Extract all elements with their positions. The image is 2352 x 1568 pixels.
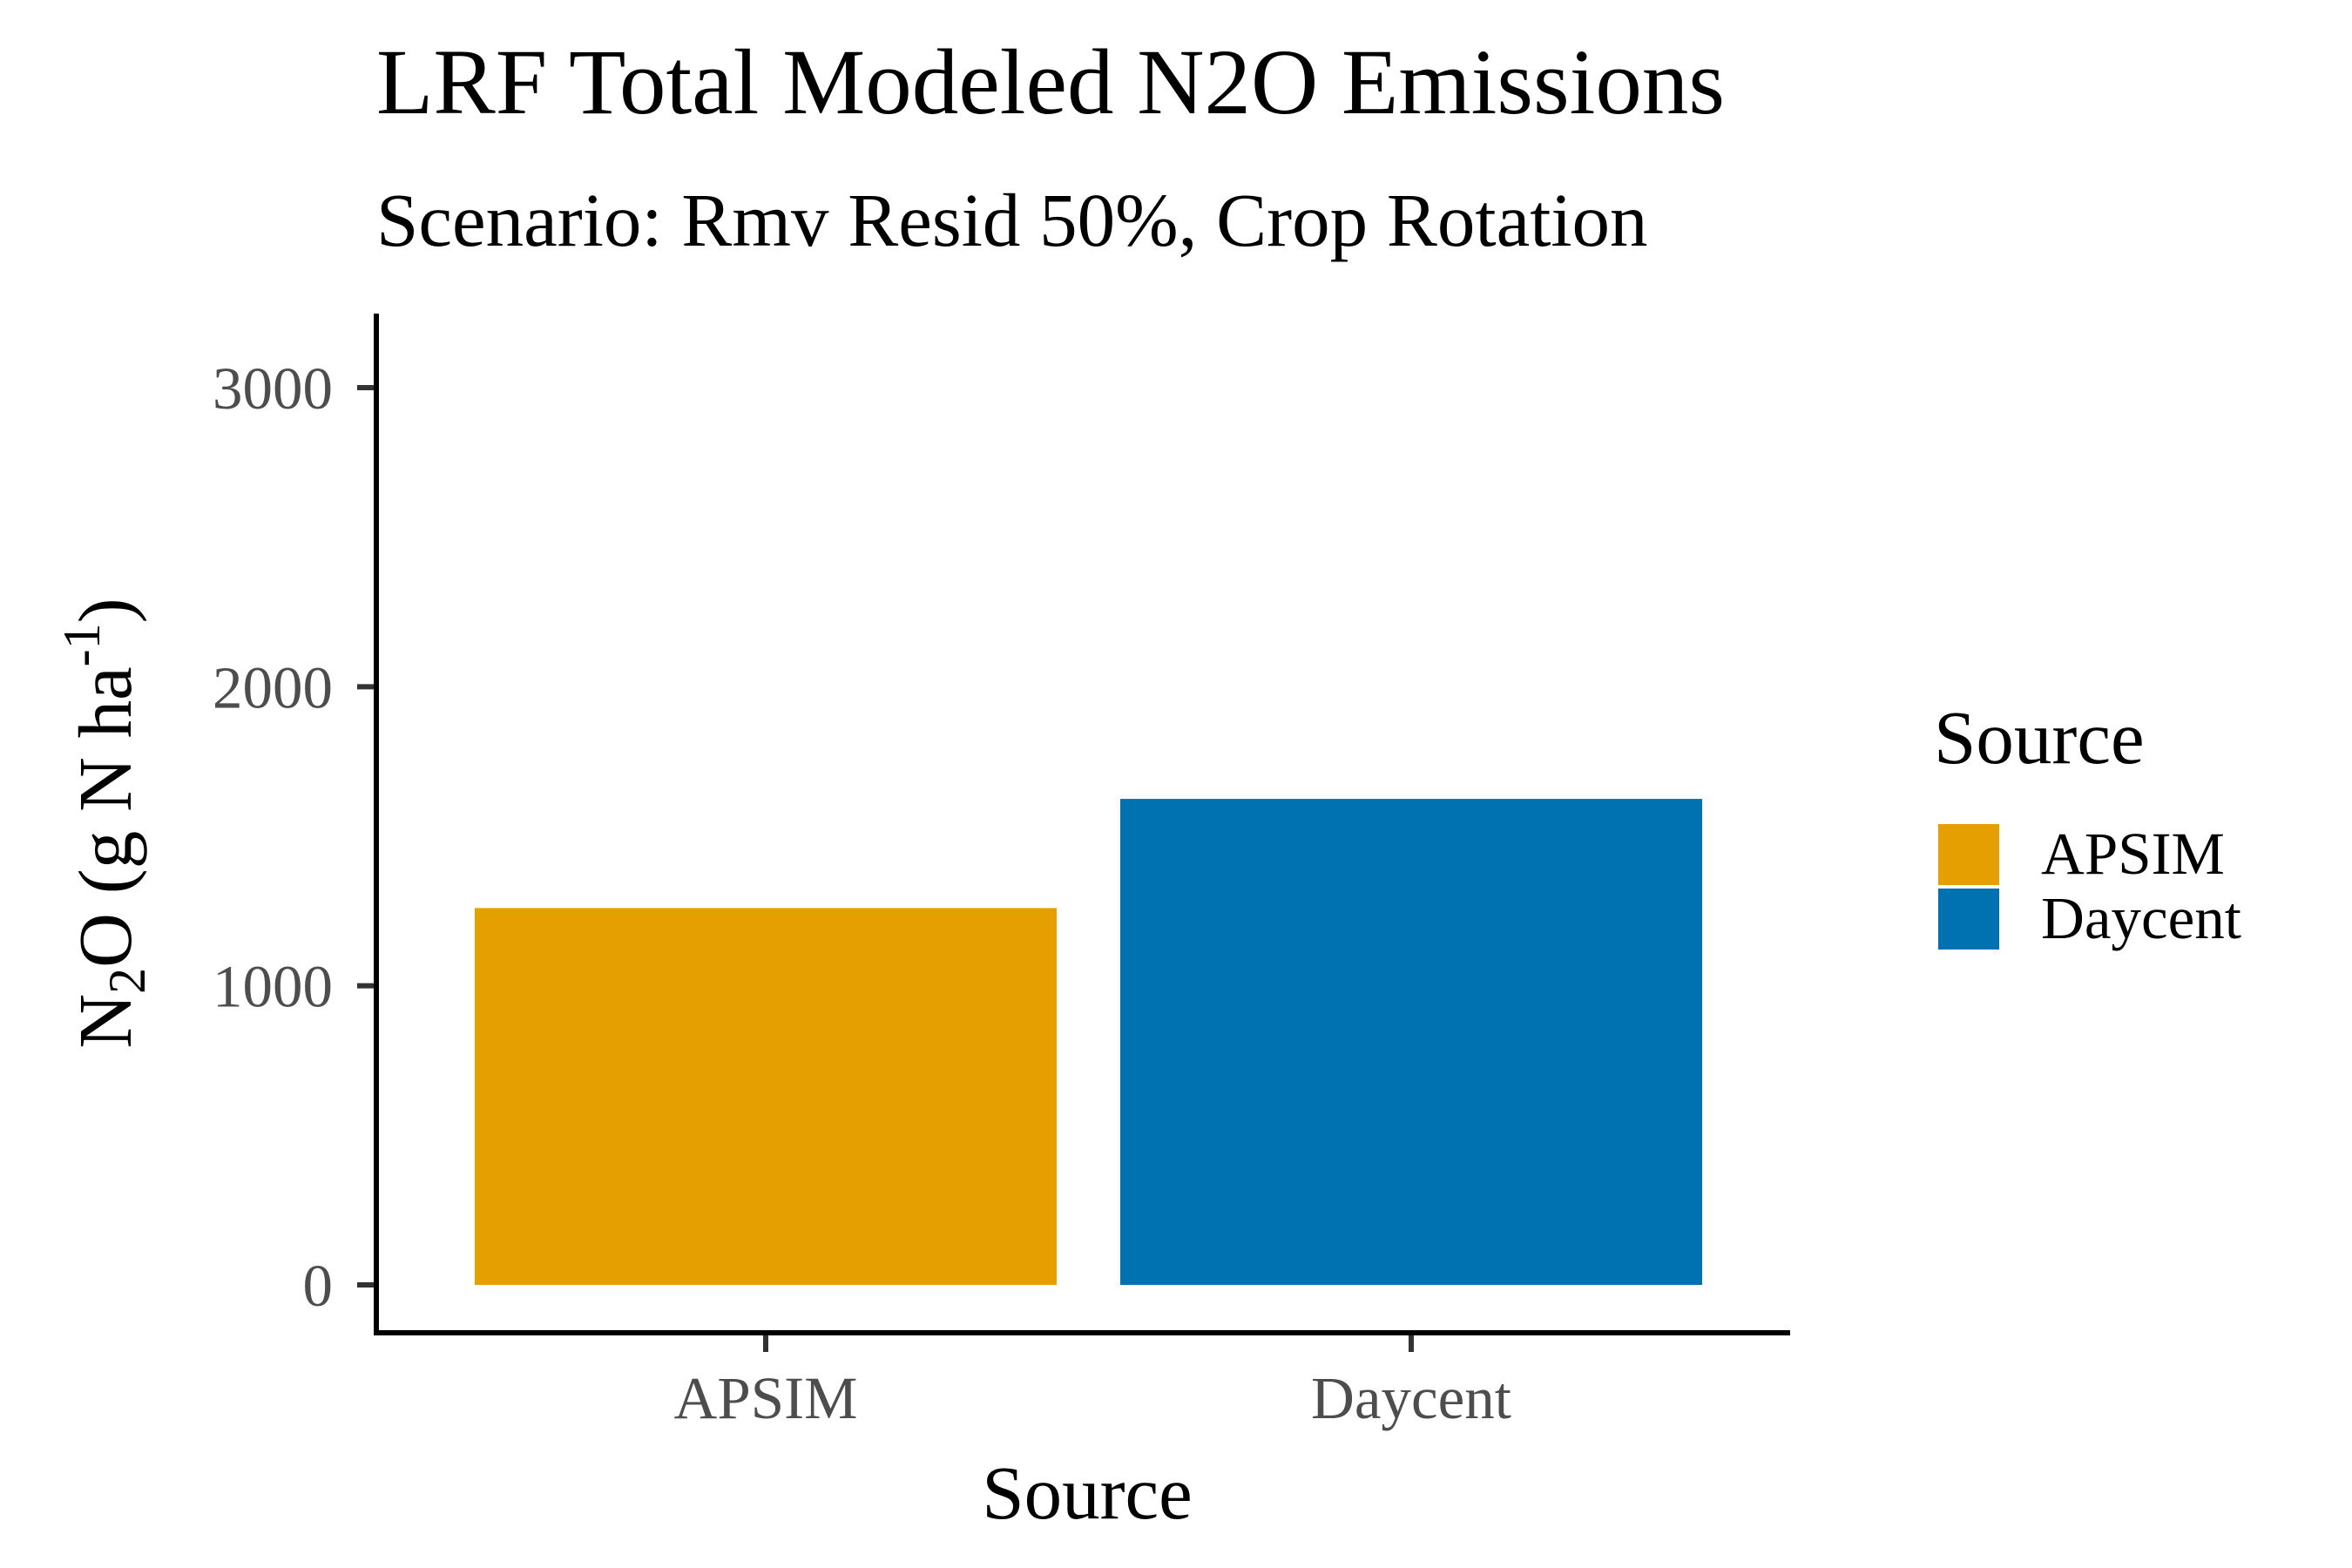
y-axis-title: N2O (g N ha-1) xyxy=(53,598,156,1048)
y-tick-label: 2000 xyxy=(213,654,333,720)
y-axis-title-close: ) xyxy=(63,598,147,623)
y-axis-title-subscript: 2 xyxy=(98,968,156,994)
x-tick-label: Daycent xyxy=(1311,1365,1511,1431)
legend-swatch-apsim xyxy=(1938,824,1999,885)
y-tick-label: 3000 xyxy=(213,355,333,422)
bar-daycent xyxy=(1120,799,1702,1285)
legend-swatch-daycent xyxy=(1938,889,1999,950)
x-tick-label: APSIM xyxy=(674,1365,858,1431)
legend-label-apsim: APSIM xyxy=(2041,821,2225,887)
chart-title: LRF Total Modeled N2O Emissions xyxy=(376,31,1725,134)
legend-label-daycent: Daycent xyxy=(2041,885,2241,951)
bar-apsim xyxy=(475,908,1057,1285)
legend-title: Source xyxy=(1934,695,2145,780)
y-axis-title-main: N xyxy=(63,994,147,1049)
y-tick-label: 0 xyxy=(303,1253,334,1319)
plot-area: 0 1000 2000 3000 APSIM Daycent xyxy=(213,355,1702,1431)
chart-subtitle: Scenario: Rmv Resid 50%, Crop Rotation xyxy=(376,178,1648,262)
y-tick-label: 1000 xyxy=(213,954,333,1020)
x-axis-title: Source xyxy=(982,1450,1193,1535)
y-axis-title-rest: O (g N ha xyxy=(63,666,147,968)
y-axis-title-superscript: -1 xyxy=(53,623,111,666)
